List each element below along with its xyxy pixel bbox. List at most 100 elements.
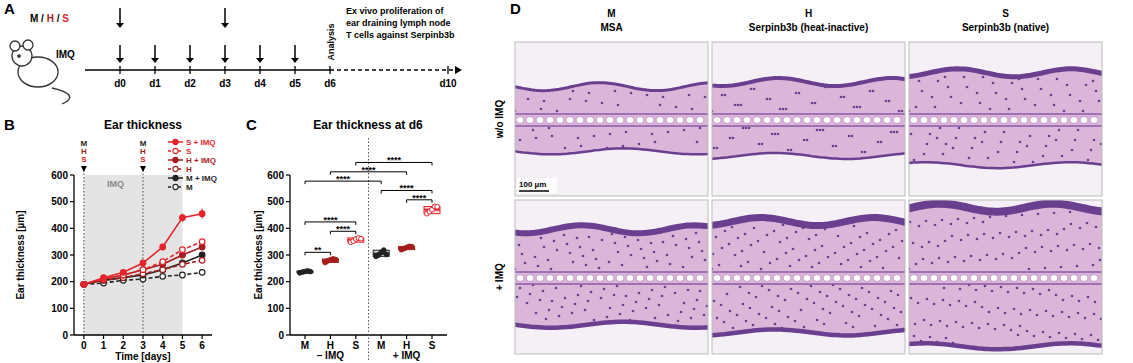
chondrocyte <box>990 275 998 282</box>
chondrocyte <box>823 117 831 124</box>
nucleus <box>962 326 965 329</box>
nucleus <box>563 234 566 237</box>
nucleus <box>556 249 559 252</box>
nucleus <box>609 133 612 136</box>
nucleus <box>876 256 879 259</box>
day-tick <box>259 66 260 74</box>
nucleus <box>839 288 842 291</box>
y-tick <box>70 228 74 229</box>
nucleus <box>752 324 755 327</box>
nucleus <box>758 143 761 146</box>
epidermis <box>712 329 905 335</box>
chondrocyte <box>596 117 604 124</box>
nucleus <box>638 292 641 295</box>
nucleus <box>975 289 978 292</box>
nucleus <box>930 324 933 327</box>
nucleus <box>724 230 727 233</box>
nucleus <box>687 289 690 292</box>
cartilage-edge <box>515 271 708 273</box>
data-point <box>180 272 186 278</box>
series-line <box>84 247 202 284</box>
chondrocyte <box>873 275 881 282</box>
nucleus <box>666 254 669 257</box>
nucleus <box>946 325 949 328</box>
x-tick <box>355 335 356 339</box>
nucleus <box>704 96 707 99</box>
chondrocyte <box>1080 275 1088 282</box>
nucleus <box>627 245 630 248</box>
chondrocyte <box>980 275 988 282</box>
nucleus <box>1087 296 1090 299</box>
nucleus <box>1008 108 1011 111</box>
chondrocyte <box>930 275 938 282</box>
nucleus <box>763 251 766 254</box>
nucleus <box>1034 104 1037 107</box>
nucleus <box>921 246 924 249</box>
chondrocyte <box>1030 275 1038 282</box>
nucleus <box>664 286 667 289</box>
nucleus <box>667 131 670 134</box>
nucleus <box>938 257 941 260</box>
y-tick <box>286 308 290 309</box>
chondrocyte <box>893 275 901 282</box>
nucleus <box>718 264 721 267</box>
nucleus <box>729 310 732 313</box>
nucleus <box>742 127 745 130</box>
row-label: + IMQ <box>494 263 505 291</box>
y-tick <box>70 174 74 175</box>
nucleus <box>888 233 891 236</box>
nucleus <box>861 151 864 154</box>
nucleus <box>765 317 768 320</box>
chondrocyte <box>546 117 554 124</box>
chondrocyte <box>576 117 584 124</box>
legend-text: S + IMQ <box>186 138 216 147</box>
nucleus <box>926 143 929 146</box>
nucleus <box>851 311 854 314</box>
nucleus <box>685 238 688 241</box>
nucleus <box>1033 335 1036 338</box>
nucleus <box>826 295 829 298</box>
nucleus <box>1089 243 1092 246</box>
treatment-arrow <box>154 45 156 59</box>
nucleus <box>1082 248 1085 251</box>
nucleus <box>1057 245 1060 248</box>
scale-bar-label: 100 µm <box>519 180 546 189</box>
y-tick-label: 200 <box>51 276 68 287</box>
cartilage-edge <box>909 125 1102 127</box>
nucleus <box>860 266 863 269</box>
y-tick-label: 0 <box>62 330 68 341</box>
nucleus <box>901 110 904 113</box>
nucleus <box>601 239 604 242</box>
nucleus <box>917 302 920 305</box>
nucleus <box>868 291 871 294</box>
row-label: w/o IMQ <box>494 100 505 140</box>
injection-arrow <box>119 8 121 24</box>
nucleus <box>915 263 918 266</box>
nucleus <box>1045 310 1048 313</box>
chondrocyte <box>833 117 841 124</box>
nucleus <box>672 235 675 238</box>
nucleus <box>871 308 874 311</box>
nucleus <box>521 253 524 256</box>
nucleus <box>806 139 809 142</box>
nucleus <box>611 233 614 236</box>
nucleus <box>721 247 724 250</box>
nucleus <box>585 264 588 267</box>
chondrocyte <box>773 117 781 124</box>
treatment-arrow <box>294 45 296 59</box>
y-tick-label: 0 <box>278 330 284 341</box>
nucleus <box>863 249 866 252</box>
day-label: d2 <box>184 78 196 89</box>
nucleus <box>1099 259 1102 262</box>
chart-title: Ear thickness <box>104 118 182 132</box>
nucleus <box>645 307 648 310</box>
x-tick-label: 0 <box>81 340 87 351</box>
nucleus <box>551 135 554 138</box>
nucleus <box>658 304 661 307</box>
nucleus <box>535 312 538 315</box>
y-tick <box>286 174 290 175</box>
chondrocyte <box>586 117 594 124</box>
nucleus <box>748 292 751 295</box>
nucleus <box>1076 265 1079 268</box>
nucleus <box>941 219 944 222</box>
